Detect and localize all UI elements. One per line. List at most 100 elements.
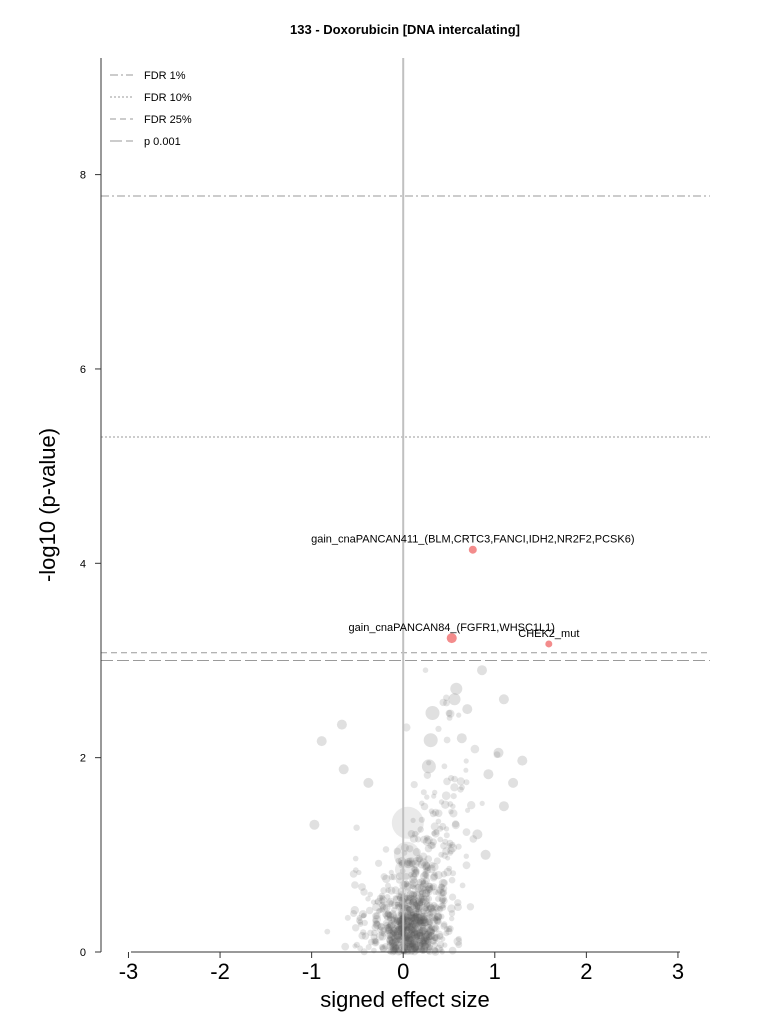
scatter-point (412, 925, 420, 932)
scatter-point (391, 901, 399, 909)
scatter-point (445, 925, 453, 932)
scatter-point (407, 913, 413, 920)
scatter-point (413, 924, 422, 933)
scatter-point (427, 882, 433, 889)
scatter-point (419, 852, 428, 861)
scatter-point (432, 871, 438, 877)
scatter-point (373, 920, 380, 927)
scatter-point (418, 926, 428, 936)
scatter-point (393, 941, 399, 947)
scatter-point (410, 942, 417, 949)
scatter-point (429, 928, 436, 935)
scatter-point (420, 802, 429, 811)
scatter-point (434, 912, 443, 921)
scatter-point (418, 931, 424, 937)
scatter-point (394, 924, 400, 930)
scatter-point (373, 912, 381, 920)
scatter-point (371, 929, 378, 937)
scatter-point (443, 926, 450, 933)
scatter-point (443, 777, 451, 786)
scatter-point (418, 935, 425, 942)
scatter-point (411, 907, 420, 916)
scatter-point (394, 934, 400, 940)
threshold-lines (101, 195, 710, 661)
scatter-point (422, 935, 431, 943)
scatter-point (402, 873, 410, 881)
scatter-point (424, 855, 433, 863)
scatter-point (382, 919, 390, 927)
scatter-point (448, 876, 456, 884)
scatter-point (396, 917, 403, 924)
scatter-point (413, 901, 419, 907)
scatter-point (414, 904, 421, 911)
scatter-point (410, 944, 418, 952)
scatter-point (403, 916, 409, 923)
scatter-point (423, 733, 438, 748)
scatter-point (387, 886, 396, 895)
scatter-point (395, 926, 402, 933)
scatter-point (417, 900, 424, 907)
scatter-point (407, 880, 417, 889)
scatter-point (470, 744, 480, 754)
scatter-point (404, 899, 412, 907)
scatter-point (417, 897, 424, 904)
scatter-point (371, 938, 380, 947)
scatter-point (403, 904, 412, 914)
scatter-point (424, 930, 433, 939)
scatter-point (351, 881, 359, 889)
scatter-point (446, 715, 453, 721)
scatter-point (419, 913, 428, 922)
scatter-point (388, 939, 395, 946)
scatter-point (409, 920, 417, 928)
scatter-point (422, 667, 429, 673)
scatter-point (386, 915, 393, 922)
scatter-point (448, 946, 457, 955)
scatter-point (429, 917, 439, 926)
scatter-point (431, 830, 437, 837)
scatter-point (375, 859, 383, 867)
scatter-point (389, 927, 398, 936)
scatter-point (483, 769, 494, 780)
scatter-point (417, 940, 424, 946)
scatter-point (408, 928, 414, 934)
scatter-point (393, 929, 401, 937)
scatter-point (450, 682, 463, 695)
scatter-point (379, 945, 387, 953)
scatter-point (408, 919, 415, 925)
scatter-point (406, 942, 412, 948)
scatter-point (383, 921, 391, 929)
scatter-point (425, 917, 434, 926)
scatter-point (436, 933, 444, 940)
scatter-point (393, 927, 401, 936)
scatter-point (440, 921, 448, 928)
scatter-point (408, 926, 416, 934)
scatter-point (409, 895, 419, 905)
scatter-point (360, 913, 366, 919)
scatter-point (383, 924, 391, 933)
scatter-point (418, 900, 424, 906)
scatter-point (425, 934, 432, 941)
scatter-point (413, 933, 421, 941)
scatter-point (415, 935, 421, 941)
scatter-point (406, 845, 414, 853)
scatter-point (384, 894, 391, 900)
scatter-point (409, 834, 418, 843)
scatter-point (388, 938, 397, 948)
scatter-point (418, 877, 427, 886)
scatter-point (426, 905, 433, 912)
scatter-point (380, 904, 389, 913)
scatter-point (415, 921, 421, 927)
scatter-point (390, 918, 397, 925)
scatter-point (386, 929, 395, 938)
scatter-point (410, 943, 420, 952)
scatter-point (412, 935, 420, 942)
scatter-point (382, 911, 389, 918)
scatter-point (411, 830, 419, 838)
scatter-point (432, 915, 439, 922)
scatter-point (416, 918, 423, 925)
scatter-point (350, 910, 358, 917)
scatter-point (353, 824, 360, 831)
scatter-point (414, 903, 421, 909)
scatter-point (407, 922, 416, 931)
scatter-point (419, 915, 425, 921)
